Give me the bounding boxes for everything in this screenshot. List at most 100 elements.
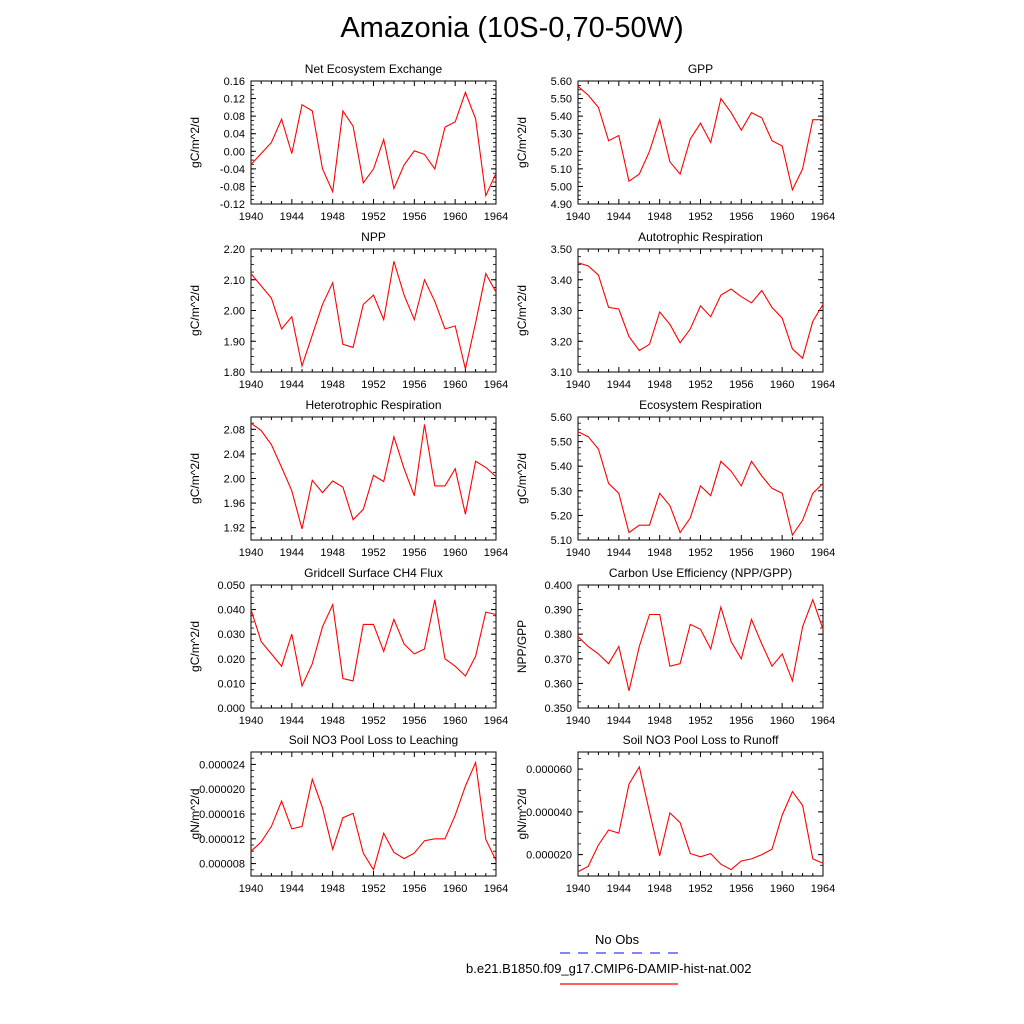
x-tick-label: 1960 bbox=[770, 883, 794, 895]
panel-title: NPP bbox=[361, 230, 386, 244]
x-tick-label: 1952 bbox=[361, 883, 385, 895]
x-tick-label: 1960 bbox=[443, 379, 467, 391]
x-tick-label: 1940 bbox=[239, 211, 263, 223]
series-line-soil-no3-pool-loss-to-runoff bbox=[577, 765, 824, 873]
x-tick-label: 1960 bbox=[770, 547, 794, 559]
x-tick-label: 1948 bbox=[320, 379, 344, 391]
x-tick-label: 1956 bbox=[729, 715, 753, 727]
y-tick-label: 0.08 bbox=[224, 111, 245, 123]
y-tick-label: 5.10 bbox=[551, 164, 572, 176]
y-tick-label: 5.30 bbox=[551, 486, 572, 498]
x-tick-label: 1948 bbox=[647, 379, 671, 391]
x-tick-label: 1964 bbox=[484, 211, 508, 223]
y-tick-label: 5.40 bbox=[551, 111, 572, 123]
x-tick-label: 1952 bbox=[361, 211, 385, 223]
plot-frame bbox=[250, 80, 497, 205]
panel-gridcell-surface-ch4-flux: Gridcell Surface CH4 Flux gC/m^2/d 1940 194… bbox=[188, 566, 508, 727]
y-tick-label: 5.40 bbox=[551, 461, 572, 473]
y-tick-label: 0.360 bbox=[544, 678, 572, 690]
y-axis-label: gC/m^2/d bbox=[515, 453, 529, 504]
x-tick-label: 1944 bbox=[280, 547, 304, 559]
x-tick-label: 1956 bbox=[402, 379, 426, 391]
y-tick-label: 0.000040 bbox=[526, 807, 572, 819]
x-tick-label: 1956 bbox=[402, 883, 426, 895]
y-tick-label: 0.020 bbox=[217, 654, 245, 666]
x-tick-label: 1964 bbox=[484, 547, 508, 559]
x-tick-label: 1952 bbox=[688, 547, 712, 559]
series-line-net-ecosystem-exchange bbox=[250, 90, 497, 198]
x-tick-label: 1944 bbox=[607, 547, 631, 559]
y-tick-label: 0.000020 bbox=[199, 784, 245, 796]
x-tick-label: 1948 bbox=[320, 211, 344, 223]
y-tick-label: 3.20 bbox=[551, 336, 572, 348]
y-axis-label: gC/m^2/d bbox=[515, 117, 529, 168]
x-tick-label: 1940 bbox=[239, 715, 263, 727]
y-tick-label: 0.380 bbox=[544, 629, 572, 641]
y-tick-label: 5.20 bbox=[551, 146, 572, 158]
x-tick-label: 1944 bbox=[607, 379, 631, 391]
y-tick-label: 0.050 bbox=[217, 580, 245, 592]
series-line-gridcell-surface-ch4-flux bbox=[250, 599, 497, 688]
x-tick-label: 1964 bbox=[484, 883, 508, 895]
panel-carbon-use-efficiency-npp-gpp: Carbon Use Efficiency (NPP/GPP) NPP/GPP 19… bbox=[515, 566, 835, 727]
plot-frame bbox=[250, 751, 497, 877]
panel-title: Soil NO3 Pool Loss to Leaching bbox=[289, 733, 458, 747]
series-line-ecosystem-respiration bbox=[577, 431, 824, 537]
x-tick-label: 1952 bbox=[688, 379, 712, 391]
y-tick-label: 5.50 bbox=[551, 437, 572, 449]
y-tick-label: 2.00 bbox=[224, 306, 245, 318]
series-line-carbon-use-efficiency-npp-gpp bbox=[577, 598, 824, 691]
panel-ecosystem-respiration: Ecosystem Respiration gC/m^2/d 1940 1944 194… bbox=[515, 398, 835, 559]
x-tick-label: 1948 bbox=[320, 715, 344, 727]
x-tick-label: 1964 bbox=[811, 883, 835, 895]
x-tick-label: 1964 bbox=[811, 211, 835, 223]
x-tick-label: 1940 bbox=[239, 379, 263, 391]
y-tick-label: 2.00 bbox=[224, 474, 245, 486]
series-line-npp bbox=[250, 261, 497, 370]
x-tick-label: 1940 bbox=[566, 379, 590, 391]
series-line-soil-no3-pool-loss-to-leaching bbox=[250, 760, 497, 872]
y-tick-label: 0.400 bbox=[544, 580, 572, 592]
y-tick-label: 0.12 bbox=[224, 94, 245, 106]
panel-title: Autotrophic Respiration bbox=[638, 230, 763, 244]
x-tick-label: 1956 bbox=[729, 883, 753, 895]
y-tick-label: 1.90 bbox=[224, 336, 245, 348]
plot-frame bbox=[250, 248, 497, 373]
x-tick-label: 1964 bbox=[811, 379, 835, 391]
panel-gpp: GPP gC/m^2/d 1940 1944 1948 1952 1956 1960 1964 4… bbox=[515, 62, 835, 223]
y-tick-label: 0.370 bbox=[544, 654, 572, 666]
y-tick-label: 0.000060 bbox=[526, 764, 572, 776]
y-tick-label: 5.10 bbox=[551, 535, 572, 547]
x-tick-label: 1940 bbox=[566, 715, 590, 727]
x-tick-label: 1948 bbox=[320, 547, 344, 559]
y-tick-label: 0.04 bbox=[224, 129, 245, 141]
y-tick-label: 0.000012 bbox=[199, 834, 245, 846]
x-tick-label: 1952 bbox=[688, 883, 712, 895]
panel-autotrophic-respiration: Autotrophic Respiration gC/m^2/d 1940 1944 1… bbox=[515, 230, 835, 391]
y-tick-label: 3.30 bbox=[551, 306, 572, 318]
plot-frame bbox=[577, 80, 824, 205]
y-tick-label: 3.50 bbox=[551, 244, 572, 256]
series-line-autotrophic-respiration bbox=[577, 262, 824, 360]
x-tick-label: 1944 bbox=[280, 715, 304, 727]
panel-title: Ecosystem Respiration bbox=[639, 398, 762, 412]
y-tick-label: 5.00 bbox=[551, 181, 572, 193]
panel-title: Heterotrophic Respiration bbox=[305, 398, 441, 412]
y-tick-label: 1.80 bbox=[224, 367, 245, 379]
x-tick-label: 1960 bbox=[443, 715, 467, 727]
y-tick-label: -0.08 bbox=[220, 181, 245, 193]
y-tick-label: -0.04 bbox=[220, 164, 245, 176]
x-tick-label: 1956 bbox=[402, 211, 426, 223]
panel-soil-no3-pool-loss-to-leaching: Soil NO3 Pool Loss to Leaching gN/m^2/d 19… bbox=[188, 733, 508, 895]
x-tick-label: 1960 bbox=[443, 883, 467, 895]
x-tick-label: 1952 bbox=[361, 547, 385, 559]
y-tick-label: 2.04 bbox=[224, 449, 245, 461]
plot-frame bbox=[577, 751, 824, 877]
x-tick-label: 1964 bbox=[811, 715, 835, 727]
y-tick-label: 2.10 bbox=[224, 275, 245, 287]
x-tick-label: 1964 bbox=[811, 547, 835, 559]
y-tick-label: 0.350 bbox=[544, 703, 572, 715]
y-tick-label: 3.10 bbox=[551, 367, 572, 379]
panel-title: Net Ecosystem Exchange bbox=[305, 62, 443, 76]
